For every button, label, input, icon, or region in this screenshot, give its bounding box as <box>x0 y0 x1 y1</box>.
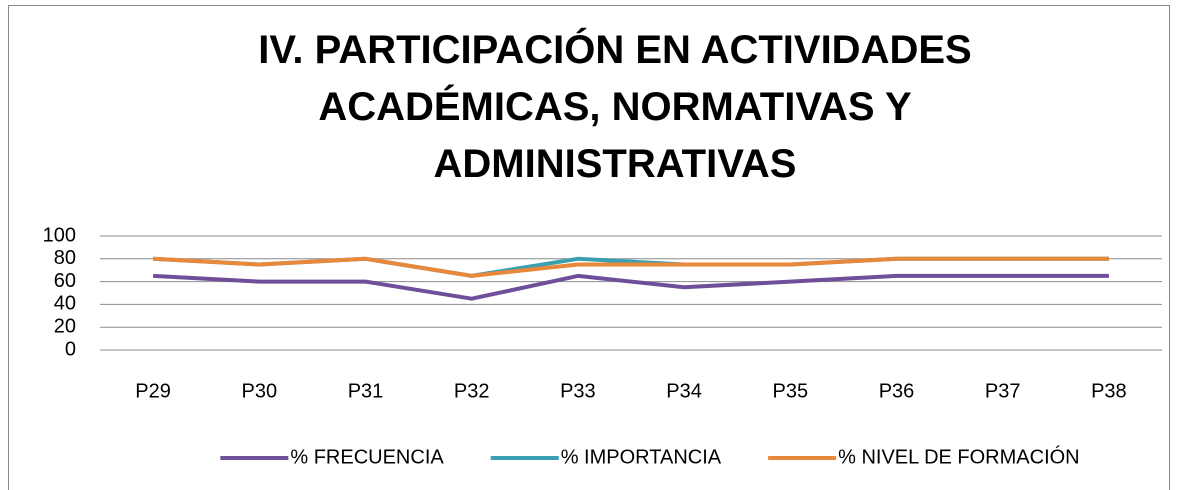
x-tick-label: P35 <box>773 380 809 402</box>
y-tick-label: 40 <box>54 293 76 315</box>
series-line <box>152 273 1109 301</box>
legend-label: % IMPORTANCIA <box>561 446 722 468</box>
y-tick-label: 20 <box>54 315 76 337</box>
x-tick-label: P30 <box>242 380 278 402</box>
legend-label: % FRECUENCIA <box>290 446 444 468</box>
legend-label: % NIVEL DE FORMACIÓN <box>838 445 1080 468</box>
chart-title: IV. PARTICIPACIÓN EN ACTIVIDADES ACADÉMI… <box>258 28 972 186</box>
chart-border <box>8 5 1170 490</box>
legend-item: % NIVEL DE FORMACIÓN <box>768 445 1080 468</box>
legend-item: % FRECUENCIA <box>220 446 444 468</box>
x-tick-label: P38 <box>1091 380 1127 402</box>
x-tick-label: P37 <box>985 380 1021 402</box>
y-tick-label: 80 <box>54 247 76 269</box>
y-tick-label: 0 <box>65 338 76 360</box>
y-tick-label: 100 <box>43 224 76 246</box>
x-tick-label: P29 <box>135 380 171 402</box>
x-tick-label: P34 <box>666 380 702 402</box>
x-tick-label: P32 <box>454 380 490 402</box>
y-tick-label: 60 <box>54 270 76 292</box>
x-tick-label: P31 <box>348 380 384 402</box>
legend-item: % IMPORTANCIA <box>490 446 722 468</box>
x-tick-label: P33 <box>560 380 596 402</box>
series-line <box>152 256 1109 278</box>
x-tick-label: P36 <box>879 380 915 402</box>
